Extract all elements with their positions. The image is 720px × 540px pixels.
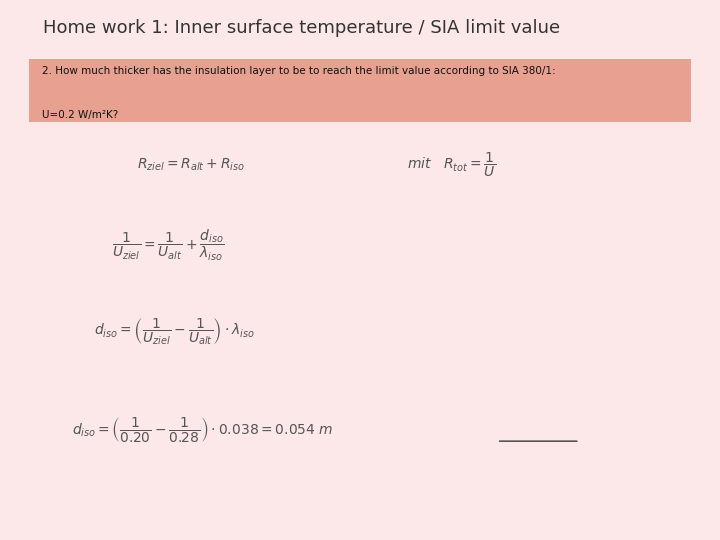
Text: $d_{iso} = \left(\dfrac{1}{0.20} - \dfrac{1}{0.28}\right) \cdot 0.038 = 0.054 \;: $d_{iso} = \left(\dfrac{1}{0.20} - \dfra… [72, 415, 333, 444]
Text: $\dfrac{1}{U_{ziel}} = \dfrac{1}{U_{alt}} + \dfrac{d_{iso}}{\lambda_{iso}}$: $\dfrac{1}{U_{ziel}} = \dfrac{1}{U_{alt}… [112, 228, 224, 264]
Text: Home work 1: Inner surface temperature / SIA limit value: Home work 1: Inner surface temperature /… [43, 19, 560, 37]
Text: $mit \quad R_{tot} = \dfrac{1}{U}$: $mit \quad R_{tot} = \dfrac{1}{U}$ [407, 151, 496, 179]
Text: $R_{ziel} = R_{alt} + R_{iso}$: $R_{ziel} = R_{alt} + R_{iso}$ [137, 157, 245, 173]
FancyBboxPatch shape [29, 59, 691, 122]
Text: $d_{iso} = \left(\dfrac{1}{U_{ziel}} - \dfrac{1}{U_{alt}}\right) \cdot \lambda_{: $d_{iso} = \left(\dfrac{1}{U_{ziel}} - \… [94, 317, 254, 347]
Text: 2. How much thicker has the insulation layer to be to reach the limit value acco: 2. How much thicker has the insulation l… [42, 66, 555, 76]
Text: U=0.2 W/m²K?: U=0.2 W/m²K? [42, 110, 118, 120]
